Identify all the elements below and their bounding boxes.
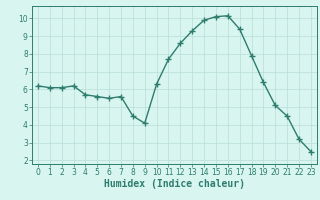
- X-axis label: Humidex (Indice chaleur): Humidex (Indice chaleur): [104, 179, 245, 189]
